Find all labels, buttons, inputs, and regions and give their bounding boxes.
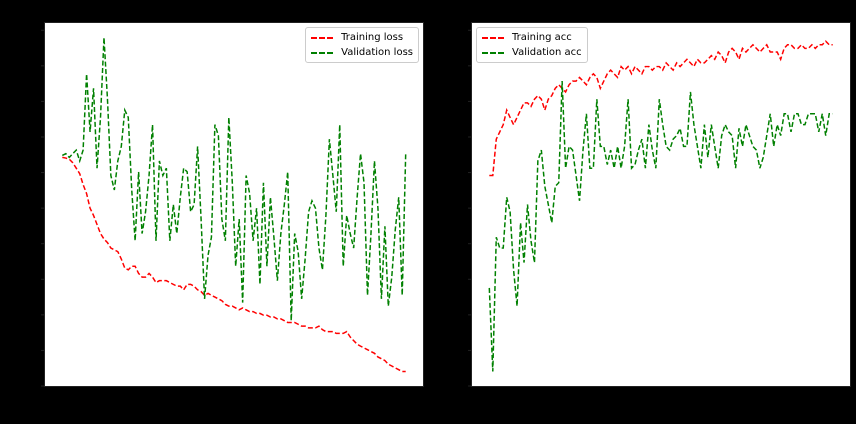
red-dashed-line-icon [311, 36, 334, 39]
validation-loss-line [61, 37, 407, 321]
legend-item-validation-loss: Validation loss [311, 45, 413, 60]
legend-label: Validation acc [512, 47, 582, 58]
legend-item-training-loss: Training loss [311, 30, 413, 45]
training-loss-line [62, 156, 406, 373]
accuracy-chart-plot [468, 29, 833, 387]
loss-chart-axes: Training loss Validation loss [41, 22, 424, 387]
validation-acc-line [488, 81, 833, 372]
accuracy-legend: Training acc Validation acc [476, 27, 588, 63]
red-dashed-line-icon [482, 36, 504, 39]
legend-item-validation-acc: Validation acc [482, 45, 582, 60]
accuracy-chart-axes: Training acc Validation acc [468, 22, 851, 387]
legend-label: Training acc [512, 32, 572, 43]
legend-label: Training loss [341, 32, 404, 43]
green-dashed-line-icon [311, 51, 334, 54]
green-dashed-line-icon [482, 51, 504, 54]
loss-chart-plot [41, 29, 407, 387]
legend-item-training-acc: Training acc [482, 30, 582, 45]
loss-legend: Training loss Validation loss [305, 27, 419, 63]
legend-label: Validation loss [341, 47, 413, 58]
